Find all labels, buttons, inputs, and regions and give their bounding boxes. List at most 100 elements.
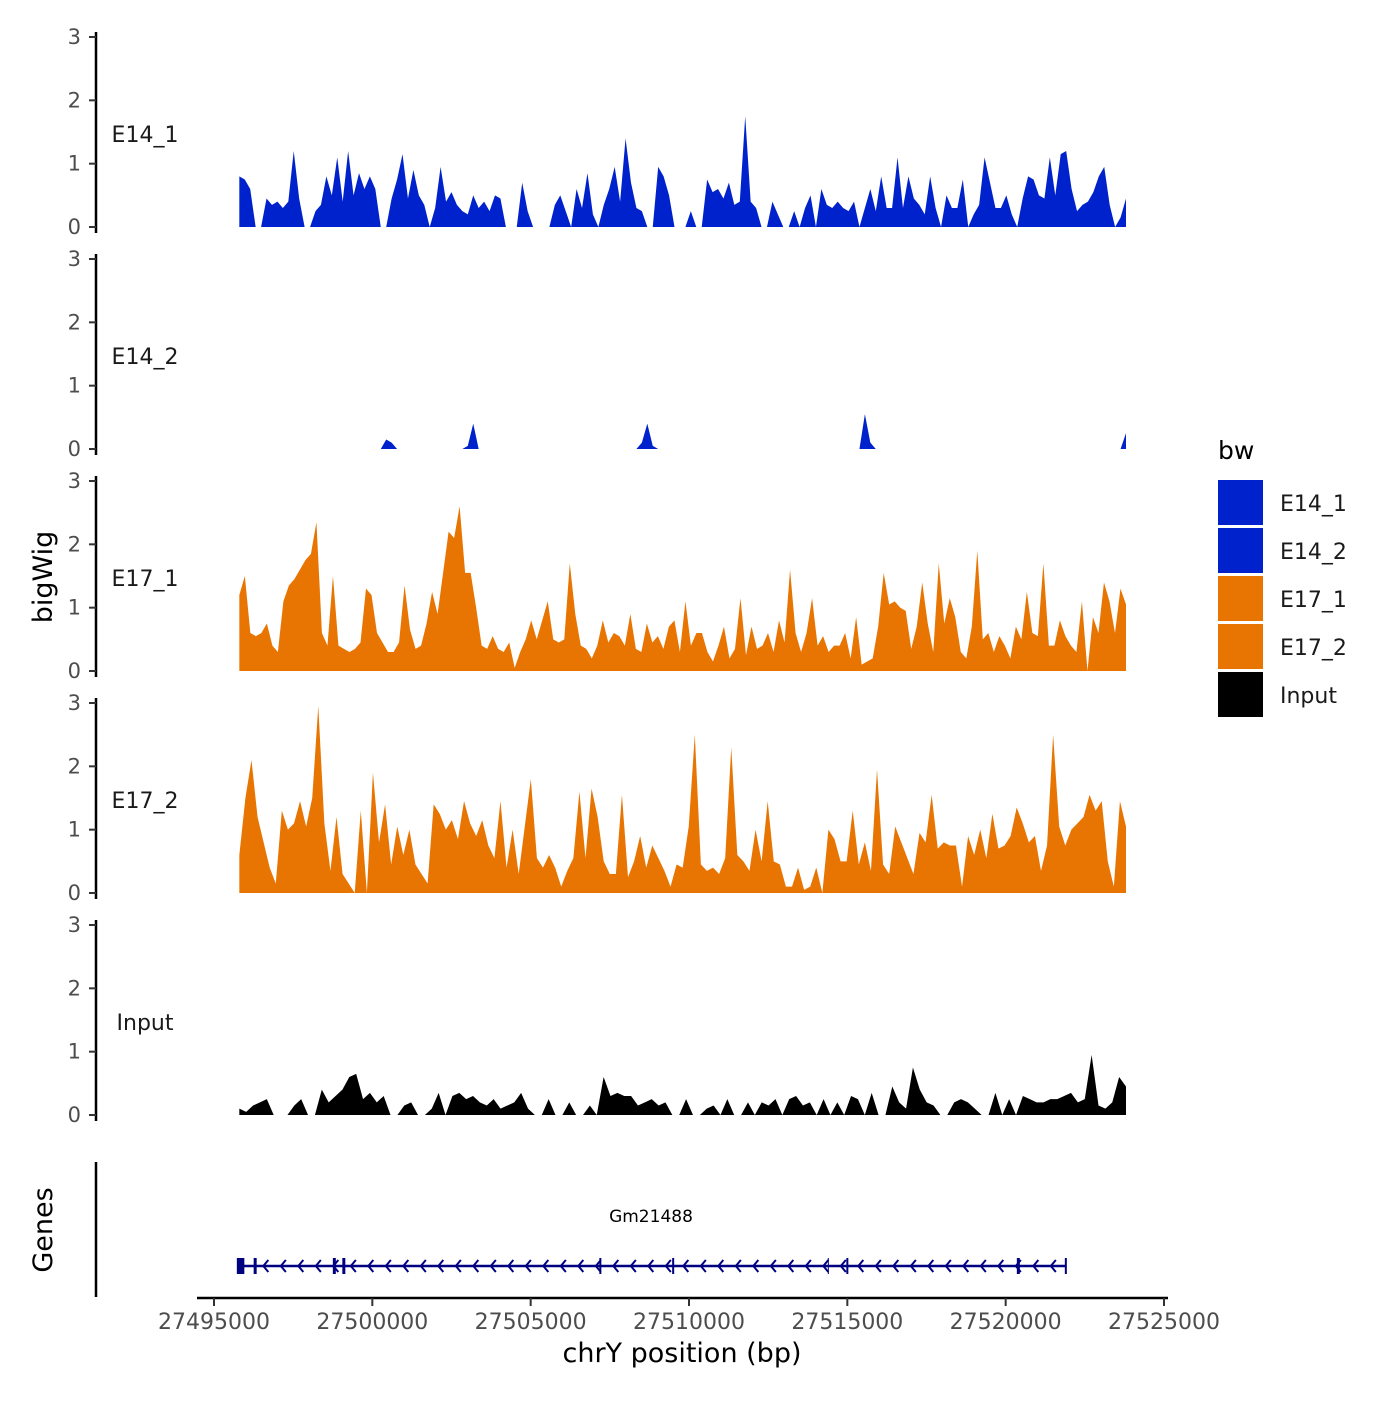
exon-block [599,1258,602,1274]
strand-arrow [927,1259,935,1273]
exon-block [342,1258,346,1274]
x-tick-label: 27520000 [950,1310,1062,1335]
strand-arrow [1032,1259,1040,1273]
area-E17_1 [239,506,1126,671]
strand-arrow [472,1259,480,1273]
strand-arrow [612,1259,620,1273]
y-tick-label: 0 [68,881,81,905]
x-tick-label: 27495000 [158,1310,270,1335]
y-tick-label: 2 [68,976,81,1000]
x-tick-label: 27510000 [633,1310,745,1335]
gene-track: Genes Gm21488 [28,1162,1067,1297]
exon-block [332,1258,336,1274]
y-tick-label: 2 [68,310,81,334]
y-tick-label: 0 [68,1103,81,1127]
x-tick-label: 27500000 [316,1310,428,1335]
strand-arrow [437,1259,445,1273]
y-tick-label: 2 [68,532,81,556]
y-tick-label: 0 [68,659,81,683]
strand-arrow [979,1259,987,1273]
area-E14_2 [239,414,1126,449]
exon-block [237,1258,245,1274]
strand-arrow [874,1259,882,1273]
strand-arrow [962,1259,970,1273]
x-tick-label: 27525000 [1108,1310,1220,1335]
track-panels: 0 1 2 3 E14_1 0 1 2 3 E14_2 0 1 2 3 E17_1 0 1 2 3 E17_2 0 1 2 3… [68,25,1126,1127]
legend-label-Input: Input [1280,684,1337,709]
y-tick-label: 1 [68,1040,81,1064]
strand-arrow [699,1259,707,1273]
track-panel-E14_1: 0 1 2 3 E14_1 [68,25,1126,239]
strand-arrow [892,1259,900,1273]
strand-arrow [944,1259,952,1273]
y-tick-label: 1 [68,818,81,842]
y-tick-label: 1 [68,596,81,620]
strand-arrow [752,1259,760,1273]
strand-arrow [664,1259,672,1273]
exon-block [846,1258,849,1274]
strand-arrow [682,1259,690,1273]
gene-track-label: Genes [28,1187,59,1272]
strand-arrow [997,1259,1005,1273]
strand-arrow [804,1259,812,1273]
track-panel-E17_1: 0 1 2 3 E17_1 [68,469,1126,683]
y-tick-label: 1 [68,374,81,398]
x-axis: chrY position (bp) 27495000 27500000 27505… [158,1296,1220,1369]
strand-arrow [559,1259,567,1273]
track-label-E14_2: E14_2 [112,345,179,370]
strand-arrow [489,1259,497,1273]
x-tick-label: 27515000 [791,1310,903,1335]
strand-arrow [279,1259,287,1273]
track-panel-E17_2: 0 1 2 3 E17_2 [68,691,1126,905]
legend-label-E17_2: E17_2 [1280,636,1347,661]
exon-block [1016,1258,1020,1274]
y-tick-label: 2 [68,754,81,778]
legend-swatch-E17_1 [1218,576,1263,621]
strand-arrow [857,1259,865,1273]
legend-label-E14_2: E14_2 [1280,540,1347,565]
strand-arrow [402,1259,410,1273]
strand-arrow [262,1259,270,1273]
x-axis-title: chrY position (bp) [562,1338,801,1369]
exon-block [827,1258,829,1274]
strand-arrow [454,1259,462,1273]
strand-arrow [577,1259,585,1273]
area-E17_2 [239,706,1126,893]
y-tick-label: 3 [68,247,81,271]
y-tick-label: 3 [68,25,81,49]
strand-arrow [384,1259,392,1273]
legend-swatch-Input [1218,672,1263,717]
legend-title: bw [1218,436,1254,465]
legend: bw E14_1 E14_2 E17_1 E17_2 Input [1218,436,1347,717]
area-Input [239,1054,1126,1115]
strand-arrow [314,1259,322,1273]
y-tick-label: 0 [68,215,81,239]
strand-arrow [542,1259,550,1273]
strand-arrow [734,1259,742,1273]
strand-arrow [909,1259,917,1273]
y-tick-label: 2 [68,88,81,112]
track-panel-E14_2: 0 1 2 3 E14_2 [68,247,1126,461]
legend-swatch-E14_1 [1218,480,1263,525]
area-E14_1 [239,116,1126,227]
legend-swatch-E14_2 [1218,528,1263,573]
track-label-E14_1: E14_1 [112,123,179,148]
gene-name-label: Gm21488 [609,1207,693,1227]
strand-arrow [822,1259,830,1273]
strand-arrow [349,1259,357,1273]
strand-arrow [297,1259,305,1273]
strand-arrow [647,1259,655,1273]
strand-arrow [717,1259,725,1273]
y-tick-label: 3 [68,913,81,937]
exon-block [672,1258,675,1274]
strand-arrow [787,1259,795,1273]
track-label-E17_2: E17_2 [112,789,179,814]
y-tick-label: 3 [68,691,81,715]
y-tick-label: 1 [68,152,81,176]
legend-label-E17_1: E17_1 [1280,588,1347,613]
y-tick-label: 3 [68,469,81,493]
y-tick-label: 0 [68,437,81,461]
legend-label-E14_1: E14_1 [1280,492,1347,517]
